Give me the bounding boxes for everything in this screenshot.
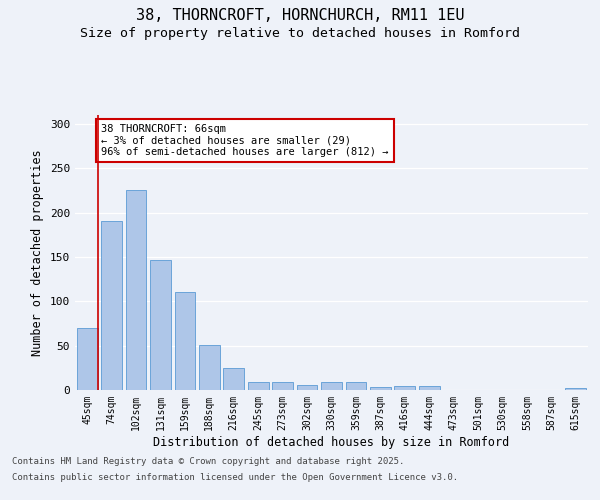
Bar (296, 384, 317, 390)
Bar (272, 382, 293, 390)
Bar (199, 345, 220, 390)
X-axis label: Distribution of detached houses by size in Romford: Distribution of detached houses by size … (154, 436, 509, 448)
Bar (125, 190, 146, 390)
Bar (321, 382, 342, 390)
Text: Contains HM Land Registry data © Crown copyright and database right 2025.: Contains HM Land Registry data © Crown c… (12, 458, 404, 466)
Bar (370, 388, 391, 390)
Y-axis label: Number of detached properties: Number of detached properties (31, 149, 44, 356)
Bar (150, 260, 171, 390)
Text: 38, THORNCROFT, HORNCHURCH, RM11 1EU: 38, THORNCROFT, HORNCHURCH, RM11 1EU (136, 8, 464, 22)
Text: Size of property relative to detached houses in Romford: Size of property relative to detached ho… (80, 28, 520, 40)
Bar (565, 388, 586, 390)
Bar (223, 368, 244, 390)
Text: 38 THORNCROFT: 66sqm
← 3% of detached houses are smaller (29)
96% of semi-detach: 38 THORNCROFT: 66sqm ← 3% of detached ho… (101, 124, 389, 157)
Bar (77, 328, 98, 390)
Text: Contains public sector information licensed under the Open Government Licence v3: Contains public sector information licen… (12, 472, 458, 482)
Bar (419, 386, 440, 390)
Bar (175, 292, 196, 390)
Bar (346, 382, 367, 390)
Bar (101, 222, 122, 390)
Bar (248, 382, 269, 390)
Bar (394, 386, 415, 390)
